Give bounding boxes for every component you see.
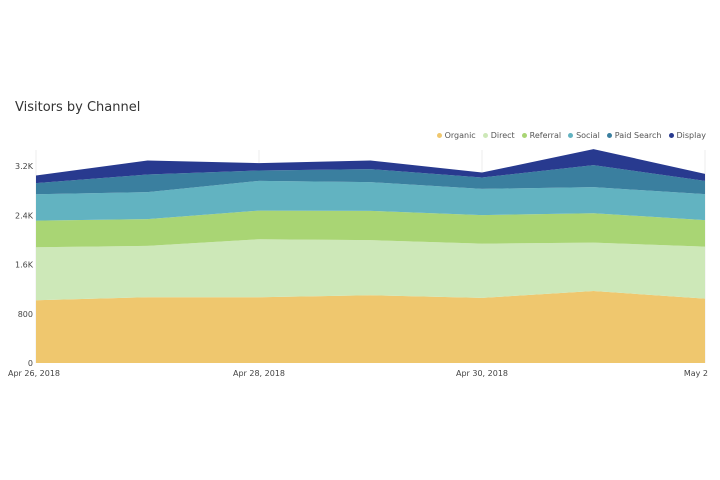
legend-label: Display (676, 131, 707, 140)
legend: Organic Direct Referral Social Paid Search Di… (436, 131, 707, 140)
legend-dot-icon (521, 133, 527, 138)
legend-label: Social (576, 131, 600, 140)
y-tick-label: 0 (28, 359, 33, 368)
legend-item[interactable]: Paid Search (606, 131, 662, 140)
legend-label: Organic (444, 131, 476, 140)
legend-label: Direct (490, 131, 515, 140)
x-tick-label: May 2 (684, 369, 708, 378)
area-paid-search (36, 165, 705, 195)
legend-label: Referral (529, 131, 562, 140)
area-organic (36, 290, 705, 363)
legend-dot-icon (436, 133, 442, 138)
y-tick-label: 3.2K (15, 162, 34, 171)
x-tick-label: Apr 28, 2018 (233, 369, 285, 378)
x-tick-label: Apr 26, 2018 (8, 369, 60, 378)
y-tick-label: 1.6K (15, 261, 34, 270)
legend-label: Paid Search (614, 131, 662, 140)
legend-dot-icon (568, 133, 574, 138)
area-display (36, 149, 705, 184)
legend-item[interactable]: Direct (482, 131, 515, 140)
area-direct (36, 239, 705, 301)
legend-dot-icon (482, 133, 488, 138)
y-tick-label: 2.4K (15, 211, 34, 220)
legend-item[interactable]: Referral (521, 131, 562, 140)
area-social (36, 180, 705, 221)
legend-item[interactable]: Organic (436, 131, 476, 140)
area-referral (36, 210, 705, 248)
legend-dot-icon (668, 133, 674, 138)
legend-dot-icon (606, 133, 612, 138)
y-tick-label: 800 (18, 310, 33, 319)
legend-item[interactable]: Display (668, 131, 707, 140)
chart-title: Visitors by Channel (15, 100, 141, 115)
x-tick-label: Apr 30, 2018 (456, 369, 508, 378)
legend-item[interactable]: Social (568, 131, 600, 140)
